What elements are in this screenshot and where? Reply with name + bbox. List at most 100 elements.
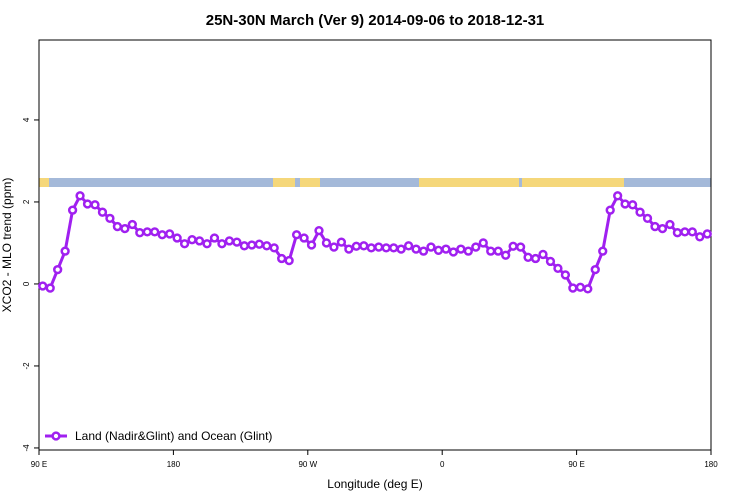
data-point <box>329 242 339 252</box>
data-point <box>463 246 473 256</box>
plot-frame <box>38 39 712 451</box>
data-point <box>650 221 660 232</box>
data-point <box>418 246 429 256</box>
data-point <box>508 241 518 251</box>
data-point <box>672 228 683 238</box>
data-point <box>105 213 115 224</box>
data-point <box>560 270 571 280</box>
data-point <box>209 233 220 243</box>
data-point <box>598 246 608 256</box>
data-point <box>538 249 548 260</box>
data-point <box>314 226 324 236</box>
data-point <box>224 236 235 246</box>
data-point <box>515 242 526 252</box>
data-point <box>486 246 496 256</box>
data-point <box>291 230 302 240</box>
data-point <box>90 200 100 210</box>
data-point <box>165 229 175 239</box>
land-ocean-band <box>39 178 711 187</box>
data-point <box>448 247 459 257</box>
data-point <box>127 219 137 230</box>
legend-marker <box>51 431 61 441</box>
x-tick-label: 90 E <box>568 460 584 469</box>
data-point <box>120 223 130 234</box>
data-point <box>478 238 488 248</box>
ocean-band <box>39 178 711 187</box>
data-point <box>344 244 354 254</box>
y-axis-label: XCO2 - MLO trend (ppm) <box>0 178 14 313</box>
data-point <box>299 233 309 243</box>
data-point <box>456 244 466 254</box>
data-point <box>657 223 668 234</box>
data-point <box>583 284 593 294</box>
data-point <box>389 243 399 253</box>
y-tick-label: 2 <box>22 199 31 204</box>
data-point <box>665 219 675 230</box>
data-point <box>321 238 332 248</box>
x-tick-label: 90 W <box>298 460 317 469</box>
y-tick-label: -2 <box>22 362 31 370</box>
data-point <box>381 243 391 253</box>
x-axis-label: Longitude (deg E) <box>327 477 422 491</box>
data-point <box>523 252 533 262</box>
data-point <box>642 213 653 224</box>
chart-title: 25N-30N March (Ver 9) 2014-09-06 to 2018… <box>206 12 545 29</box>
x-tick-label: 180 <box>167 460 181 469</box>
data-point <box>396 244 406 254</box>
data-point <box>530 253 541 264</box>
y-tick-label: 4 <box>22 117 31 122</box>
data-point <box>695 232 705 242</box>
data-point <box>142 227 152 237</box>
data-point <box>38 281 48 291</box>
data-point <box>306 240 317 250</box>
land-band <box>39 178 49 187</box>
data-point <box>75 191 85 201</box>
data-point <box>403 241 414 251</box>
data-point <box>687 227 697 237</box>
land-band <box>522 178 624 187</box>
data-point <box>575 282 585 292</box>
data-point <box>239 241 249 251</box>
land-band <box>300 178 320 187</box>
data-point <box>366 243 376 253</box>
land-band <box>419 178 519 187</box>
data-point <box>67 205 78 215</box>
data-point <box>247 240 257 250</box>
data-point <box>53 264 63 275</box>
data-point <box>351 241 361 251</box>
data-point <box>82 199 93 209</box>
data-point <box>441 244 451 254</box>
x-tick-label: 180 <box>704 460 718 469</box>
data-point <box>545 256 556 267</box>
data-point <box>627 200 638 210</box>
x-tick-label: 0 <box>440 460 445 469</box>
data-point <box>187 235 197 245</box>
data-point <box>426 242 436 252</box>
data-point <box>620 199 630 209</box>
data-point <box>336 237 347 247</box>
data-point <box>433 245 444 255</box>
x-tick-label: 90 E <box>31 460 47 469</box>
data-point <box>269 243 279 253</box>
data-point <box>359 241 369 251</box>
data-point <box>45 283 55 293</box>
legend-label: Land (Nadir&Glint) and Ocean (Glint) <box>75 429 272 443</box>
data-point <box>179 239 190 249</box>
data-point <box>493 246 503 256</box>
data-point <box>262 241 272 251</box>
data-point <box>590 264 600 275</box>
data-point <box>702 229 712 239</box>
data-point <box>613 191 623 201</box>
y-tick-label: 0 <box>22 281 31 286</box>
data-point <box>150 227 160 237</box>
data-point <box>172 233 182 243</box>
data-point <box>553 263 563 274</box>
data-point <box>217 239 227 249</box>
data-point <box>232 237 242 247</box>
data-point <box>374 242 384 252</box>
land-band <box>273 178 295 187</box>
data-point <box>411 244 421 254</box>
data-point <box>605 205 615 215</box>
data-point <box>202 239 212 249</box>
